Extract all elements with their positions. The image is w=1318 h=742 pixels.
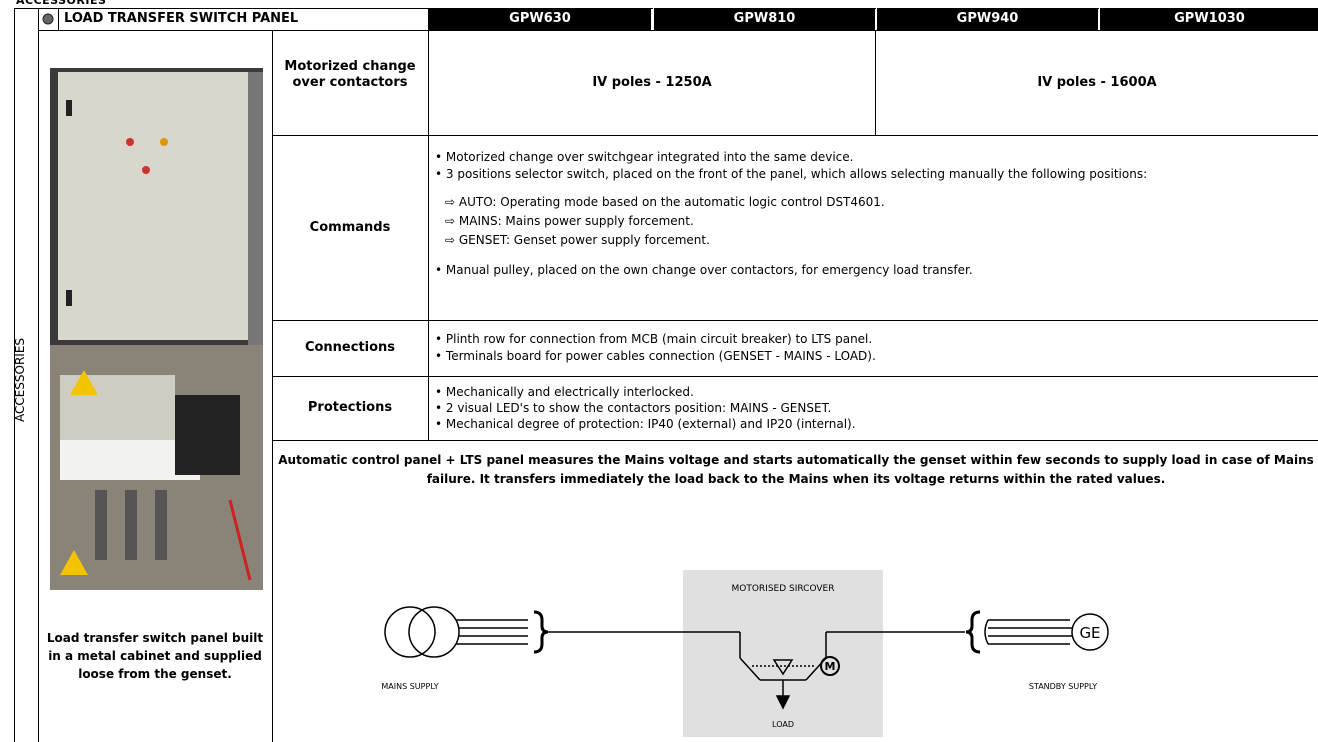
mains-label: MAINS SUPPLY xyxy=(381,682,438,691)
row-label: Commands xyxy=(309,220,391,235)
row-label: Connections xyxy=(304,340,396,355)
motor-symbol: M xyxy=(825,660,836,673)
list-item: Terminals board for power cables connect… xyxy=(435,348,876,364)
bullet-icon xyxy=(42,13,54,25)
option-item: AUTO: Operating mode based on the automa… xyxy=(445,194,885,210)
row-label: Motorized change over contactors xyxy=(284,59,416,90)
model-header: GPW1030 xyxy=(1099,8,1318,30)
list-item: Mechanical degree of protection: IP40 (e… xyxy=(435,416,856,432)
option-item: GENSET: Genset power supply forcement. xyxy=(445,232,710,248)
list-item: Motorized change over switchgear integra… xyxy=(435,149,854,165)
side-label: ACCESSORIES xyxy=(13,337,27,423)
cell-value: IV poles - 1250A xyxy=(592,75,712,90)
option-item: MAINS: Mains power supply forcement. xyxy=(445,213,694,229)
cabinet-photo xyxy=(50,68,263,345)
list-item: Plinth row for connection from MCB (main… xyxy=(435,331,872,347)
image-caption: Load transfer switch panel built in a me… xyxy=(46,631,264,681)
list-item: 2 visual LED's to show the contactors po… xyxy=(435,400,831,416)
list-item: 3 positions selector switch, placed on t… xyxy=(435,166,1147,182)
list-item: Mechanically and electrically interlocke… xyxy=(435,384,694,400)
standby-label: STANDBY SUPPLY xyxy=(1029,682,1097,691)
load-label: LOAD xyxy=(772,720,794,729)
box-label: MOTORISED SIRCOVER xyxy=(731,584,834,594)
description: Automatic control panel + LTS panel meas… xyxy=(278,453,1314,486)
model-header: GPW940 xyxy=(876,8,1098,30)
internal-photo xyxy=(50,345,263,590)
cell-value: IV poles - 1600A xyxy=(1037,75,1157,90)
transfer-diagram xyxy=(384,570,1109,737)
generator-symbol: GE xyxy=(1079,624,1100,642)
diagram-labels: MOTORISED SIRCOVER MAINS SUPPLY STANDBY … xyxy=(381,584,1100,729)
list-item: Manual pulley, placed on the own change … xyxy=(435,262,973,278)
table-title: LOAD TRANSFER SWITCH PANEL xyxy=(64,11,299,26)
model-header: GPW630 xyxy=(429,8,651,30)
model-header: GPW810 xyxy=(653,8,875,30)
page-header: ACCESSORIES xyxy=(16,0,107,7)
row-label: Protections xyxy=(307,400,393,415)
